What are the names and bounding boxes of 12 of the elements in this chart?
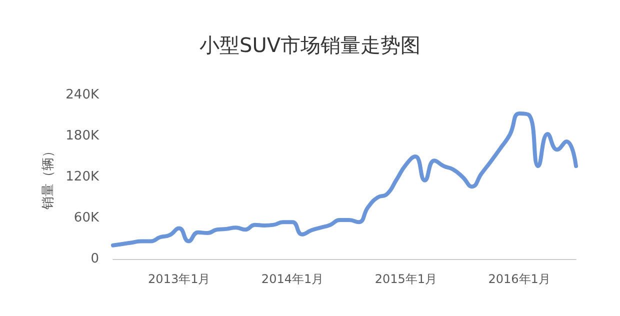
x-tick-label: 2014年1月 — [261, 272, 324, 286]
y-tick-label: 180K — [66, 128, 100, 144]
chart-title: 小型SUV市场销量走势图 — [199, 33, 421, 57]
y-tick-label: 120K — [66, 170, 100, 184]
y-tick-label: 0 — [90, 252, 99, 266]
x-tick-label: 2016年1月 — [488, 272, 550, 286]
x-tick-label: 2015年1月 — [374, 272, 438, 286]
y-tick-label: 240K — [66, 88, 100, 102]
y-tick-label: 60K — [74, 210, 100, 226]
x-tick-label: 2013年1月 — [148, 272, 210, 286]
line-series — [111, 111, 578, 248]
y-axis-title: 销量（辆） — [40, 144, 56, 210]
